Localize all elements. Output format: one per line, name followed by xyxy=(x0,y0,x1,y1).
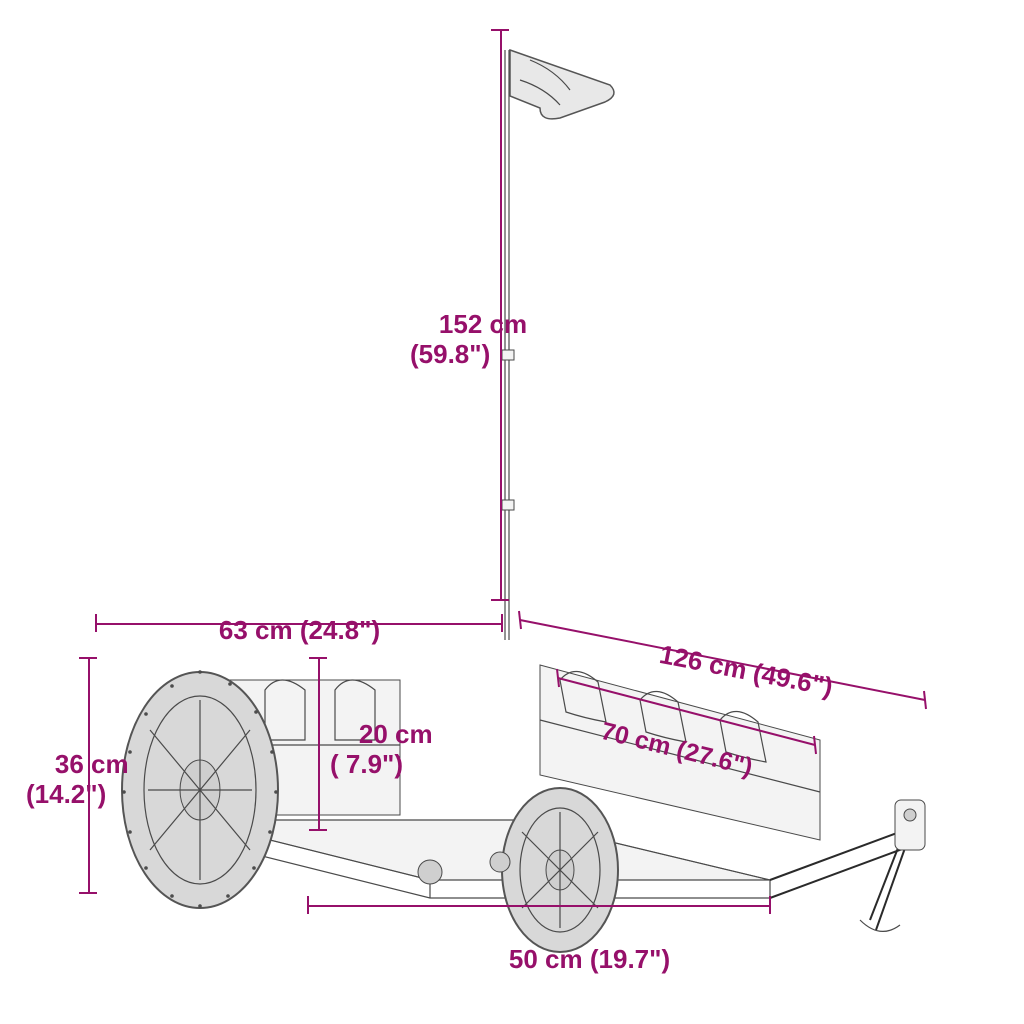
label-height-flag: 152 cm (59.8") xyxy=(410,280,527,400)
label-panel-height: 20 cm ( 7.9") xyxy=(330,690,433,810)
val-cm: 70 cm xyxy=(598,717,674,761)
val-cm: 126 cm xyxy=(657,639,749,685)
label-wheel-height: 36 cm (14.2") xyxy=(26,720,129,840)
val-in: (59.8") xyxy=(410,339,490,369)
dim-tick xyxy=(307,896,309,914)
label-top-left: 63 cm (24.8") xyxy=(190,586,380,676)
dim-line-bottom-w xyxy=(308,905,770,907)
dim-line-inner-depth xyxy=(0,0,1024,1024)
val-in: (19.7") xyxy=(590,944,670,974)
val-in: (27.6") xyxy=(674,735,756,781)
val-cm: 63 cm xyxy=(219,615,293,645)
val-cm: 152 cm xyxy=(439,309,527,339)
val-cm: 36 cm xyxy=(55,749,129,779)
diagram-stage: 152 cm (59.8") 63 cm (24.8") 126 cm (49.… xyxy=(0,0,1024,1024)
dim-tick xyxy=(769,896,771,914)
val-in: ( 7.9") xyxy=(330,749,403,779)
val-cm: 20 cm xyxy=(359,719,433,749)
label-bottom-width: 50 cm (19.7") xyxy=(480,915,670,1005)
val-in: (24.8") xyxy=(300,615,380,645)
val-cm: 50 cm xyxy=(509,944,583,974)
val-in: (49.6") xyxy=(751,657,835,702)
val-in: (14.2") xyxy=(26,779,106,809)
